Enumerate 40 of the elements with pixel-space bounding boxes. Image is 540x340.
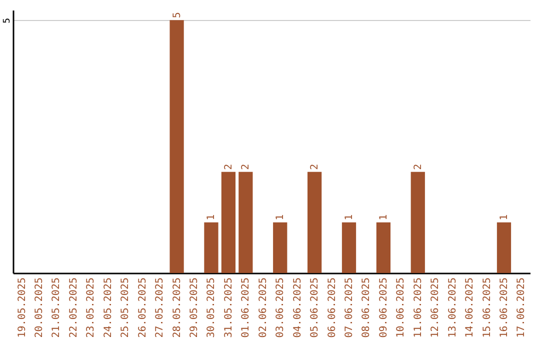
x-tick-label: 25.05.2025 <box>120 278 132 338</box>
x-tick-label: 24.05.2025 <box>102 278 114 338</box>
data-label: 1 <box>206 214 218 220</box>
x-tick-label: 08.06.2025 <box>361 278 372 338</box>
x-tick-label: 29.05.2025 <box>189 278 200 338</box>
x-tick-label: 03.06.2025 <box>275 278 286 338</box>
x-tick-label: 20.05.2025 <box>34 278 46 338</box>
data-label: 1 <box>344 214 355 220</box>
x-tick-label: 16.06.2025 <box>498 278 510 338</box>
x-tick-label: 19.05.2025 <box>16 278 28 338</box>
x-tick-label: 07.06.2025 <box>344 278 355 338</box>
x-tick-label: 31.05.2025 <box>223 278 234 338</box>
x-tick-label: 10.06.2025 <box>396 278 407 338</box>
data-label: 2 <box>240 164 252 170</box>
x-tick-label: 04.06.2025 <box>292 278 304 338</box>
data-label: 5 <box>172 12 183 18</box>
x-tick-label: 30.05.2025 <box>206 278 218 338</box>
x-tick-label: 27.05.2025 <box>154 278 166 338</box>
x-tick-label: 06.06.2025 <box>326 278 338 338</box>
x-tick-label: 13.06.2025 <box>447 278 458 338</box>
x-tick-label: 26.05.2025 <box>137 278 148 338</box>
x-tick-label: 09.06.2025 <box>378 278 390 338</box>
x-tick-label: 15.06.2025 <box>482 278 493 338</box>
data-label: 1 <box>275 214 286 220</box>
x-tick-label: 23.05.2025 <box>86 278 97 338</box>
x-tick-label: 28.05.2025 <box>172 278 183 338</box>
x-tick-label: 22.05.2025 <box>68 278 80 338</box>
x-tick-label: 12.06.2025 <box>430 278 442 338</box>
data-label: 2 <box>223 164 234 170</box>
x-tick-label: 02.06.2025 <box>258 278 269 338</box>
x-tick-label: 05.06.2025 <box>310 278 321 338</box>
data-label: 2 <box>412 164 424 170</box>
x-tick-label: 01.06.2025 <box>240 278 252 338</box>
data-label: 2 <box>310 164 321 170</box>
x-tick-label: 17.06.2025 <box>516 278 528 338</box>
data-label: 1 <box>498 214 510 220</box>
data-label: 1 <box>378 214 390 220</box>
x-tick-label: 11.06.2025 <box>412 278 424 338</box>
x-tick-label: 14.06.2025 <box>464 278 476 338</box>
x-tick-label: 21.05.2025 <box>51 278 62 338</box>
